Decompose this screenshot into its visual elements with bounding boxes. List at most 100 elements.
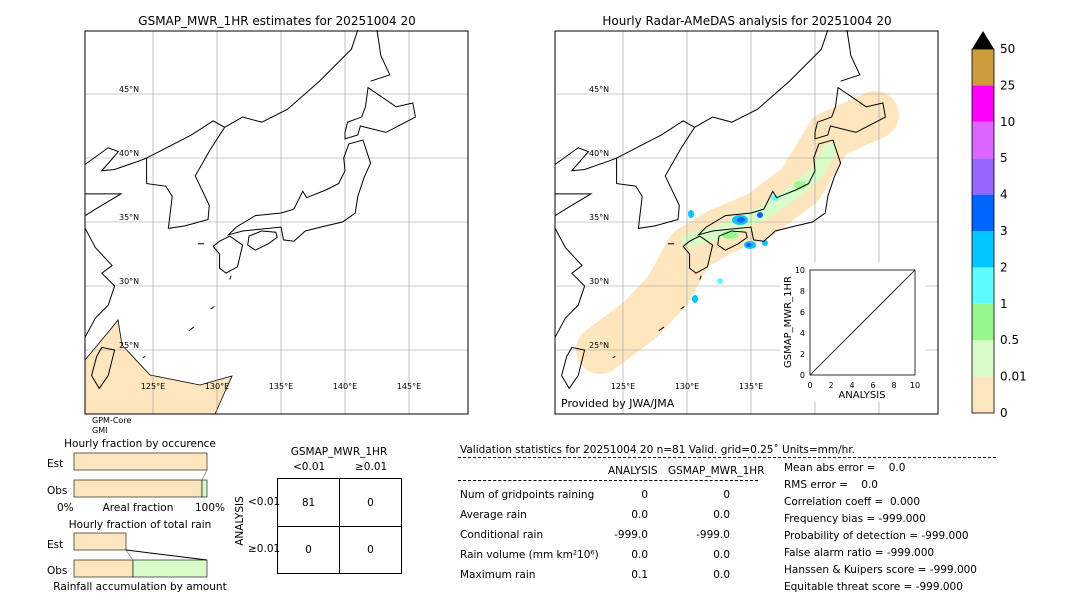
left_map-lon-label: 145°E: [397, 382, 421, 391]
occurrence-est-bar: [73, 452, 208, 471]
left_map-lon-label: 130°E: [205, 382, 229, 391]
totalrain-est-label: Est: [47, 539, 63, 551]
validation-row-gsmap: 0.0: [713, 509, 730, 521]
colorbar-label: 2: [1000, 260, 1008, 274]
contingency-row-axis: ANALYSIS: [234, 496, 246, 546]
left_map-lat-label: 25°N: [119, 341, 139, 350]
right_map-lon-label: 135°E: [739, 382, 763, 391]
inset-ylabel: GSMAP_MWR_1HR: [783, 276, 794, 368]
totalrain-obs-label: Obs: [47, 565, 67, 577]
inset-xtick: 4: [849, 381, 854, 390]
inset-ticks: 00 2 2 4 4 6 6 8 8 10 10: [795, 266, 920, 390]
colorbar-segment: [972, 376, 994, 413]
validation-row-label: Maximum rain: [460, 569, 536, 581]
contingency-col-0: <0.01: [293, 461, 326, 473]
right-map-light-rain: [683, 143, 837, 247]
validation-row-label: Conditional rain: [460, 529, 544, 541]
map-tick-labels: 45°N 40°N 35°N 30°N 25°N 125°E 130°E 135°E 140°E…: [119, 85, 763, 391]
sensor-name: GPM-Core: [92, 416, 132, 425]
validation-divider: [458, 457, 996, 458]
inset-ytick: 2: [800, 350, 805, 359]
occurrence-xtick-0: 0%: [57, 502, 74, 514]
validation-row-gsmap: 0.0: [713, 549, 730, 561]
contingency-grid: 81 0 0 0: [277, 478, 402, 574]
inset-ytick: 4: [800, 329, 805, 338]
validation-row-analysis: -999.0: [614, 529, 648, 541]
right_map-lat-label: 35°N: [589, 213, 609, 222]
validation-row-analysis: 0.0: [631, 549, 648, 561]
occurrence-est-label: Est: [47, 458, 63, 470]
colorbar-segment: [972, 121, 994, 159]
validation-row-gsmap: 0: [723, 489, 730, 501]
validation-row-analysis: 0: [641, 489, 648, 501]
left_map-lat-label: 45°N: [119, 85, 139, 94]
validation-score: Equitable threat score = -999.000: [784, 581, 963, 593]
inset-ytick: 0: [800, 371, 805, 380]
left-map-background: [85, 31, 468, 414]
occurrence-xtick-100: 100%: [195, 502, 225, 514]
occurrence-obs-label: Obs: [47, 485, 67, 497]
totalrain-connector-2: [125, 549, 134, 561]
colorbar-label: 0.01: [1000, 370, 1027, 384]
colorbar-segment: [972, 267, 994, 304]
inset-xtick: 6: [870, 381, 875, 390]
right-map-frame: [554, 30, 939, 415]
cell-0-0: 81: [301, 497, 316, 509]
cell-1-0: 0: [305, 544, 312, 556]
inset-diagonal-line: [809, 269, 916, 376]
right_map-lat-label: 40°N: [589, 149, 609, 158]
colorbar-extend-triangle: [972, 31, 994, 49]
validation-score: Probability of detection = -999.000: [784, 530, 969, 542]
right-map: 00 2 2 4 4 6 6 8 8 10 10 ANALYSIS GSMAP_MWR_1HR: [554, 30, 939, 415]
colorbar-label: 3: [1000, 224, 1008, 238]
right_map-lat-label: 45°N: [589, 85, 609, 94]
colorbar-segment: [972, 231, 994, 268]
inset-ytick: 10: [795, 266, 805, 275]
colorbar-segment: [972, 303, 994, 341]
left_map-lon-label: 140°E: [333, 382, 357, 391]
inset-ytick: 6: [800, 308, 805, 317]
left-map: [85, 30, 469, 415]
right_map-lat-label: 25°N: [589, 341, 609, 350]
inset-xtick: 10: [910, 381, 920, 390]
colorbar-label: 25: [1000, 78, 1015, 92]
validation-score: RMS error = 0.0: [784, 479, 878, 491]
left_map-lat-label: 35°N: [119, 213, 139, 222]
totalrain-xlabel: Rainfall accumulation by amount: [53, 581, 226, 593]
inset-xtick: 8: [891, 381, 896, 390]
left_map-lat-label: 40°N: [119, 149, 139, 158]
colorbar-label: 0: [1000, 406, 1008, 420]
validation-score: Correlation coeff = 0.000: [784, 496, 920, 508]
totalrain-connector: [125, 549, 208, 561]
left_map-lon-label: 125°E: [141, 382, 165, 391]
colorbar-segment: [972, 49, 994, 86]
contingency-col-1: ≥0.01: [355, 461, 388, 473]
cell-0-1: 0: [367, 497, 374, 509]
colorbar-segment: [972, 85, 994, 122]
validation-divider-2: [458, 480, 758, 481]
validation-row-analysis: 0.0: [631, 509, 648, 521]
totalrain-est-bar: [73, 532, 127, 551]
contingency-row-1: ≥0.01: [248, 543, 281, 555]
instrument-name: GMI: [92, 426, 108, 435]
validation-row-gsmap: 0.0: [713, 569, 730, 581]
totalrain-obs-bar-high: [132, 559, 208, 578]
colorbar-frame: [971, 48, 995, 414]
validation-score: Hanssen & Kuipers score = -999.000: [784, 564, 977, 576]
colorbar-segment: [972, 340, 994, 377]
inset-xtick: 2: [828, 381, 833, 390]
colorbar-segment: [972, 158, 994, 195]
validation-row-label: Rain volume (mm km²10⁶): [460, 549, 599, 561]
occurrence-connector: [201, 469, 208, 481]
validation-score: False alarm ratio = -999.000: [784, 547, 935, 559]
totalrain-title: Hourly fraction of total rain: [69, 519, 212, 531]
occurrence-obs-bar-norain: [73, 479, 203, 498]
right_map-lon-label: 125°E: [611, 382, 635, 391]
colorbar-label: 4: [1000, 188, 1008, 202]
sensor-label: GPM-Core GMI: [92, 416, 131, 436]
colorbar: 0 0.01 0.5 1 2 3 4 5 10 25 50: [971, 31, 1027, 420]
fraction-bars: Hourly fraction by occurence Est Obs 0% …: [47, 438, 227, 593]
right-map-title: Hourly Radar-AMeDAS analysis for 2025100…: [602, 14, 892, 28]
left-map-gridlines: [85, 31, 468, 414]
